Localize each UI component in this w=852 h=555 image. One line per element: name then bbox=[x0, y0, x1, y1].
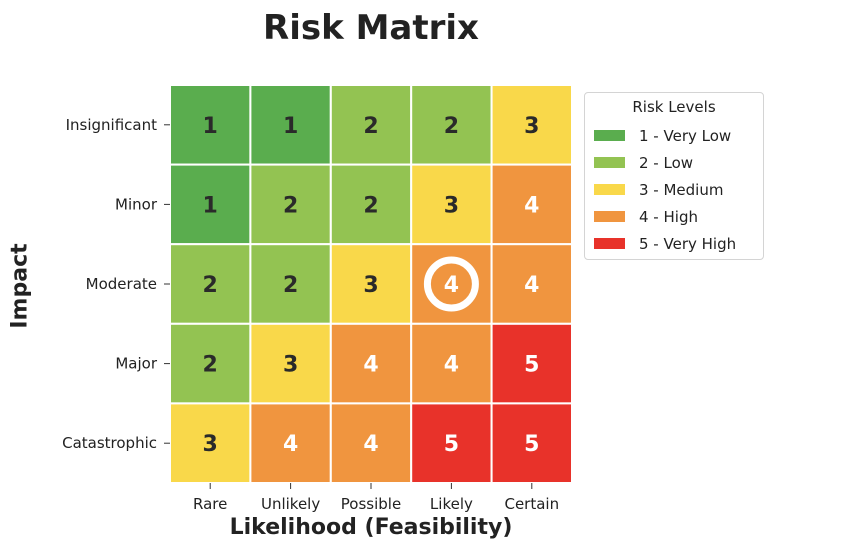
legend-label: 3 - Medium bbox=[639, 180, 724, 199]
legend-item: 1 - Very Low bbox=[585, 122, 763, 149]
chart-title: Risk Matrix bbox=[263, 8, 479, 48]
legend-swatch bbox=[594, 157, 625, 168]
y-tick-label: Catastrophic bbox=[62, 434, 157, 452]
cell-value-label: 2 bbox=[444, 114, 459, 139]
cell-value-label: 3 bbox=[363, 273, 378, 298]
x-tick-label: Unlikely bbox=[261, 495, 320, 513]
heatmap-cell bbox=[329, 243, 413, 325]
cell-value-label: 2 bbox=[363, 114, 378, 139]
heatmap-cell bbox=[490, 84, 574, 166]
heatmap-cell bbox=[490, 322, 574, 405]
cell-value-label: 3 bbox=[524, 114, 539, 139]
cell-value-label: 4 bbox=[363, 432, 378, 457]
cell-value-label: 1 bbox=[203, 114, 218, 139]
heatmap-cell bbox=[490, 243, 574, 325]
cell-value-label: 1 bbox=[283, 114, 298, 139]
cell-value-label: 4 bbox=[524, 273, 539, 298]
legend-label: 5 - Very High bbox=[639, 234, 737, 253]
y-tick-label: Major bbox=[115, 355, 157, 373]
heatmap-cell bbox=[249, 243, 332, 325]
heatmap-cell bbox=[249, 163, 332, 246]
cell-value-label: 4 bbox=[444, 273, 459, 298]
cell-value-label: 2 bbox=[203, 273, 218, 298]
heatmap-cell bbox=[490, 163, 574, 246]
legend-label: 2 - Low bbox=[639, 153, 694, 172]
heatmap-cell bbox=[169, 163, 252, 246]
legend-swatch bbox=[594, 184, 625, 195]
cell-value-label: 5 bbox=[524, 353, 539, 378]
x-tick-label: Rare bbox=[193, 495, 227, 513]
cell-value-label: 2 bbox=[363, 193, 378, 218]
legend-title: Risk Levels bbox=[632, 98, 716, 116]
cell-value-label: 5 bbox=[444, 432, 459, 457]
x-tick-label: Likely bbox=[430, 495, 473, 513]
heatmap-cell bbox=[329, 402, 413, 484]
x-tick-label: Possible bbox=[341, 495, 401, 513]
legend-swatch bbox=[594, 238, 625, 249]
legend-item: 2 - Low bbox=[585, 149, 763, 176]
cell-value-label: 3 bbox=[444, 193, 459, 218]
legend-item: 3 - Medium bbox=[585, 176, 763, 203]
cell-value-label: 2 bbox=[283, 193, 298, 218]
cell-value-label: 2 bbox=[203, 353, 218, 378]
cell-value-label: 4 bbox=[283, 432, 298, 457]
legend-item: 4 - High bbox=[585, 203, 763, 230]
y-tick-label: Moderate bbox=[86, 275, 157, 293]
cell-value-label: 5 bbox=[524, 432, 539, 457]
heatmap-cell bbox=[410, 402, 493, 484]
cell-value-label: 1 bbox=[203, 193, 218, 218]
x-tick-label: Certain bbox=[504, 495, 559, 513]
legend-swatch bbox=[594, 130, 625, 141]
heatmap-cell bbox=[249, 322, 332, 405]
cell-value-label: 4 bbox=[524, 193, 539, 218]
cell-value-label: 4 bbox=[444, 353, 459, 378]
heatmap-cell bbox=[329, 163, 413, 246]
cell-value-label: 2 bbox=[283, 273, 298, 298]
legend: Risk Levels 1 - Very Low 2 - Low 3 - Mediu… bbox=[584, 92, 764, 260]
y-tick-label: Minor bbox=[115, 195, 158, 213]
legend-label: 1 - Very Low bbox=[639, 126, 732, 145]
heatmap-cell bbox=[329, 322, 413, 405]
cell-value-label: 4 bbox=[363, 353, 378, 378]
cell-value-label: 3 bbox=[203, 432, 218, 457]
heatmap-cell bbox=[490, 402, 574, 484]
y-tick-label: Insignificant bbox=[66, 116, 158, 134]
highlight-ring-marker bbox=[423, 256, 479, 312]
legend-swatch bbox=[594, 211, 625, 222]
x-axis-label: Likelihood (Feasibility) bbox=[229, 515, 513, 540]
legend-label: 4 - High bbox=[639, 207, 698, 226]
cell-value-label: 3 bbox=[283, 353, 298, 378]
legend-item: 5 - Very High bbox=[585, 230, 763, 257]
